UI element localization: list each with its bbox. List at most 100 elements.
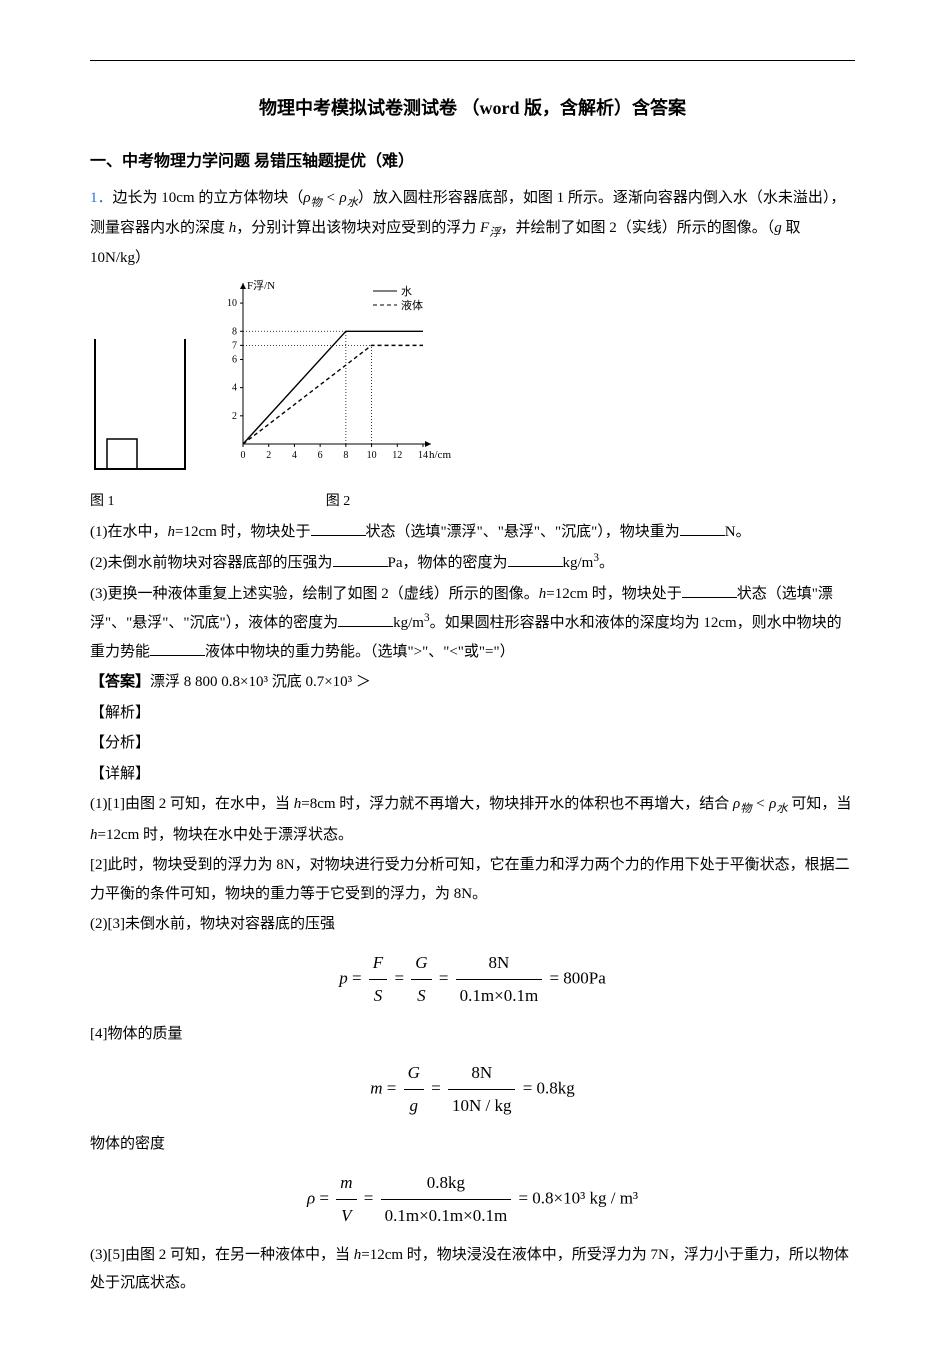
eq1-d1: S xyxy=(369,980,387,1012)
d5a: (3)[5]由图 2 可知，在另一种液体中，当 xyxy=(90,1247,354,1263)
eq3-n1: m xyxy=(336,1167,356,1200)
rho-inequality: ρ物 < ρ水 xyxy=(303,190,358,206)
blank-3 xyxy=(333,551,388,567)
eq3-lhs: ρ xyxy=(307,1189,315,1208)
eq2-d2: 10N / kg xyxy=(448,1090,516,1122)
q1-sub1: (1)在水中，h=12cm 时，物块处于 状态（选填"漂浮"、"悬浮"、"沉底"）… xyxy=(90,518,855,547)
detail-4b: 物体的密度 xyxy=(90,1130,855,1159)
d1b: =8cm 时，浮力就不再增大，物块排开水的体积也不再增大，结合 xyxy=(301,796,733,812)
detail-5: (3)[5]由图 2 可知，在另一种液体中，当 h=12cm 时，物块浸没在液体… xyxy=(90,1241,855,1298)
equation-density: ρ = mV = 0.8kg0.1m×0.1m×0.1m = 0.8×10³ k… xyxy=(90,1167,855,1233)
s2a: (2)未倒水前物块对容器底部的压强为 xyxy=(90,555,333,571)
h1: h xyxy=(168,524,176,540)
s3a: (3)更换一种液体重复上述实验，绘制了如图 2（虚线）所示的图像。 xyxy=(90,586,539,602)
svg-text:12: 12 xyxy=(392,450,402,461)
svg-text:4: 4 xyxy=(232,382,237,393)
fig1-caption: 图 1 xyxy=(90,489,190,516)
eq1-rhs: = 800Pa xyxy=(549,969,605,988)
svg-text:8: 8 xyxy=(232,326,237,337)
section-heading: 一、中考物理力学问题 易错压轴题提优（难） xyxy=(90,147,855,177)
s2d: 。 xyxy=(599,555,614,571)
eq1-d2: S xyxy=(411,980,431,1012)
q1-t4: ，并绘制了如图 2（实线）所示的图像。（ xyxy=(500,220,774,236)
d1a: (1)[1]由图 2 可知，在水中，当 xyxy=(90,796,294,812)
blank-5 xyxy=(682,582,737,598)
eq2-rhs: = 0.8kg xyxy=(523,1079,575,1098)
detail-4: [4]物体的质量 xyxy=(90,1020,855,1049)
eq1-lhs: p xyxy=(339,969,348,988)
d1c: 可知，当 xyxy=(788,796,852,812)
svg-text:水: 水 xyxy=(401,285,412,298)
F-float: F浮 xyxy=(480,220,500,236)
answer-values: 漂浮 8 800 0.8×10³ 沉底 0.7×10³ ＞ xyxy=(150,674,371,690)
jiexi-label: 【解析】 xyxy=(90,699,855,728)
eq3-d1: V xyxy=(336,1200,356,1232)
s3d: kg/m xyxy=(393,615,424,631)
q1-number: 1． xyxy=(90,190,113,206)
svg-text:7: 7 xyxy=(232,340,237,351)
buoyancy-chart: 0 2 4 6 8 10 12 14 2 4 6 7 8 10 h/cm F浮/N 水液体 xyxy=(208,279,468,479)
svg-text:h/cm: h/cm xyxy=(429,449,451,461)
svg-text:14: 14 xyxy=(418,450,428,461)
h4: h xyxy=(90,827,98,843)
svg-text:4: 4 xyxy=(292,450,297,461)
figures-row: 图 1 0 2 4 6 8 10 12 14 2 4 6 7 8 10 h/cm F浮/N 水液体 图 2 xyxy=(90,279,855,516)
fenxi-label: 【分析】 xyxy=(90,729,855,758)
d1d: =12cm 时，物块在水中处于漂浮状态。 xyxy=(98,827,354,843)
page-title: 物理中考模拟试卷测试卷 （word 版，含解析）含答案 xyxy=(90,91,855,125)
blank-4 xyxy=(508,551,563,567)
eq3-rhs: = 0.8×10³ kg / m³ xyxy=(518,1189,638,1208)
blank-7 xyxy=(150,640,205,656)
svg-text:液体: 液体 xyxy=(401,298,423,312)
svg-text:10: 10 xyxy=(367,450,377,461)
q1-t3: ，分别计算出该物块对应受到的浮力 xyxy=(236,220,476,236)
eq1-n3: 8N xyxy=(456,947,543,980)
s1a: (1)在水中， xyxy=(90,524,168,540)
eq1-n2: G xyxy=(411,947,431,980)
blank-1 xyxy=(311,520,366,536)
eq3-n2: 0.8kg xyxy=(381,1167,512,1200)
equation-mass: m = Gg = 8N10N / kg = 0.8kg xyxy=(90,1057,855,1123)
detail-2: [2]此时，物块受到的浮力为 8N，对物块进行受力分析可知，它在重力和浮力两个力… xyxy=(90,851,855,908)
equation-pressure: p = FS = GS = 8N0.1m×0.1m = 800Pa xyxy=(90,947,855,1013)
detail-1: (1)[1]由图 2 可知，在水中，当 h =8cm 时，浮力就不再增大，物块排开… xyxy=(90,790,855,849)
eq1-n1: F xyxy=(369,947,387,980)
figure-1: 图 1 xyxy=(90,329,190,516)
g-var: g xyxy=(774,220,782,236)
detail-3: (2)[3]未倒水前，物块对容器底的压强 xyxy=(90,910,855,939)
figure-2: 0 2 4 6 8 10 12 14 2 4 6 7 8 10 h/cm F浮/N 水液体 图 2 xyxy=(208,279,468,516)
s1c: 状态（选填"漂浮"、"悬浮"、"沉底"），物块重为 xyxy=(366,524,680,540)
s2c: kg/m xyxy=(563,555,594,571)
s1b: =12cm 时，物块处于 xyxy=(175,524,311,540)
eq1-d3: 0.1m×0.1m xyxy=(456,980,543,1012)
eq2-n2: 8N xyxy=(448,1057,516,1090)
s1d: N。 xyxy=(725,524,751,540)
svg-text:F浮/N: F浮/N xyxy=(247,279,275,292)
s3b: =12cm 时，物块处于 xyxy=(546,586,682,602)
answer-line: 【答案】漂浮 8 800 0.8×10³ 沉底 0.7×10³ ＞ xyxy=(90,668,855,697)
q1-t1: 边长为 10cm 的立方体物块（ xyxy=(113,190,304,206)
svg-text:6: 6 xyxy=(232,354,237,365)
svg-text:10: 10 xyxy=(227,298,237,309)
eq2-lhs: m xyxy=(370,1079,382,1098)
container-diagram xyxy=(90,329,190,479)
xiangjie-label: 【详解】 xyxy=(90,760,855,789)
fig2-caption: 图 2 xyxy=(208,489,468,516)
top-rule xyxy=(90,60,855,61)
svg-text:2: 2 xyxy=(266,450,271,461)
answer-label: 【答案】 xyxy=(90,674,150,690)
svg-text:2: 2 xyxy=(232,411,237,422)
s2b: Pa，物体的密度为 xyxy=(388,555,508,571)
blank-6 xyxy=(338,611,393,627)
rho-ineq-2: ρ物 < ρ水 xyxy=(733,796,788,812)
svg-text:0: 0 xyxy=(241,450,246,461)
blank-2 xyxy=(680,520,725,536)
svg-text:8: 8 xyxy=(343,450,348,461)
q1-sub2: (2)未倒水前物块对容器底部的压强为Pa，物体的密度为kg/m3。 xyxy=(90,548,855,578)
q1-sub3: (3)更换一种液体重复上述实验，绘制了如图 2（虚线）所示的图像。h=12cm … xyxy=(90,580,855,667)
eq3-d2: 0.1m×0.1m×0.1m xyxy=(381,1200,512,1232)
svg-text:6: 6 xyxy=(318,450,323,461)
q1-stem: 1．边长为 10cm 的立方体物块（ρ物 < ρ水）放入圆柱形容器底部，如图 1… xyxy=(90,184,855,273)
s3f: 液体中物块的重力势能。（选填">"、"<"或"="） xyxy=(205,644,515,660)
eq2-d1: g xyxy=(404,1090,424,1122)
